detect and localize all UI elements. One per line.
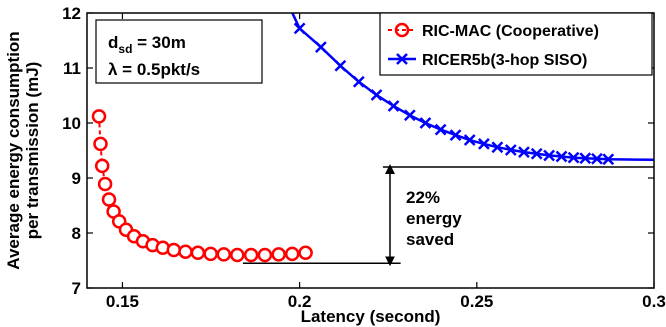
series-ric-mac-point bbox=[257, 247, 273, 263]
legend: RIC-MAC (Cooperative) RICER5b(3-hop SISO… bbox=[379, 12, 653, 76]
y-axis-label-line-2: per transmission (mJ) bbox=[23, 62, 42, 240]
y-tick-label: 10 bbox=[62, 114, 81, 133]
series-ricer5b-point bbox=[387, 100, 400, 112]
series-ric-mac-point bbox=[243, 247, 259, 263]
series-ricer5b-point bbox=[555, 150, 568, 163]
axis-ticks: 0.15 0.2 0.25 0.3 7 8 9 10 11 12 bbox=[62, 4, 666, 311]
parameter-box: dsd = 30m λ = 0.5pkt/s bbox=[95, 19, 263, 84]
legend-x-marker bbox=[396, 53, 408, 65]
plot-frame bbox=[86, 12, 655, 289]
series-ricer5b-point bbox=[602, 153, 615, 166]
series-ric-mac-point bbox=[190, 245, 206, 261]
series-ricer5b-point bbox=[434, 123, 447, 136]
x-tick-label: 0.25 bbox=[460, 292, 493, 311]
saving-text-line: energy bbox=[406, 209, 462, 228]
x-axis-label: Latency (second) bbox=[301, 307, 441, 326]
series-ric-mac-point bbox=[203, 246, 218, 262]
series-ricer5b-point bbox=[591, 152, 603, 165]
x-tick-label: 0.3 bbox=[642, 292, 666, 311]
series-ricer5b-point bbox=[352, 75, 365, 88]
distance-label: dsd = 30m bbox=[108, 33, 186, 56]
y-tick-label: 7 bbox=[72, 279, 81, 298]
series-ricer5b-point bbox=[463, 134, 476, 146]
series-ric-mac-point bbox=[178, 244, 193, 259]
x-tick-label: 0.15 bbox=[106, 292, 139, 311]
series-ricer5b-point bbox=[579, 152, 592, 165]
series-ricer5b-point bbox=[315, 41, 327, 53]
distance-subscript: sd bbox=[118, 42, 132, 56]
y-tick-label: 12 bbox=[62, 4, 81, 23]
legend-label-ricer5b: RICER5b(3-hop SISO) bbox=[422, 52, 587, 69]
series-ricer5b-point bbox=[403, 109, 416, 122]
series-ricer5b-point bbox=[478, 138, 490, 150]
series-ric-mac-point bbox=[230, 247, 245, 263]
series-ric-mac-point bbox=[91, 109, 107, 124]
series-ricer5b-point bbox=[334, 59, 347, 72]
y-tick-label: 8 bbox=[72, 224, 81, 243]
legend-label-ric-mac: RIC-MAC (Cooperative) bbox=[422, 23, 599, 40]
series-ricer5b-point bbox=[491, 141, 504, 154]
series-ric-mac-point bbox=[284, 246, 300, 262]
energy-saving-annotation: 22% energy saved bbox=[242, 164, 654, 267]
series-ricer5b-point bbox=[518, 146, 530, 159]
series-ricer5b-point bbox=[567, 151, 580, 164]
series-ric-mac-point bbox=[298, 245, 313, 261]
x-tick-label: 0.2 bbox=[288, 292, 312, 311]
series-ric-mac-point bbox=[93, 136, 108, 152]
legend-entry-ricer5b: RICER5b(3-hop SISO) bbox=[388, 52, 587, 69]
series-ricer5b-point bbox=[293, 22, 306, 35]
saving-text-line: saved bbox=[406, 230, 454, 249]
lambda-label: λ = 0.5pkt/s bbox=[108, 60, 200, 79]
series-ric-mac-point bbox=[271, 247, 286, 262]
plot-area bbox=[91, 13, 654, 263]
series-ricer5b-point bbox=[449, 129, 462, 141]
series-ric-mac-point bbox=[97, 176, 113, 192]
series-ric-mac-point bbox=[101, 192, 117, 207]
series-ricer5b-point bbox=[419, 117, 432, 129]
series-ric-mac-point bbox=[216, 247, 232, 262]
saving-text-line: 22% bbox=[406, 188, 440, 207]
y-tick-label: 11 bbox=[63, 59, 81, 78]
distance-value: = 30m bbox=[132, 33, 185, 52]
series-ricer5b-point bbox=[543, 149, 555, 162]
y-axis-label-line-1: Average energy consumption bbox=[4, 31, 23, 269]
series-ric-mac-point bbox=[94, 158, 110, 174]
distance-symbol: d bbox=[108, 33, 118, 52]
legend-circle-marker bbox=[394, 22, 410, 38]
y-tick-label: 9 bbox=[72, 169, 81, 188]
legend-entry-ric-mac: RIC-MAC (Cooperative) bbox=[388, 22, 599, 40]
series-ricer5b-point bbox=[504, 144, 517, 156]
series-ricer5b-point bbox=[530, 147, 543, 160]
series-ricer5b-point bbox=[370, 89, 383, 101]
series-ric-mac-point bbox=[166, 242, 182, 258]
